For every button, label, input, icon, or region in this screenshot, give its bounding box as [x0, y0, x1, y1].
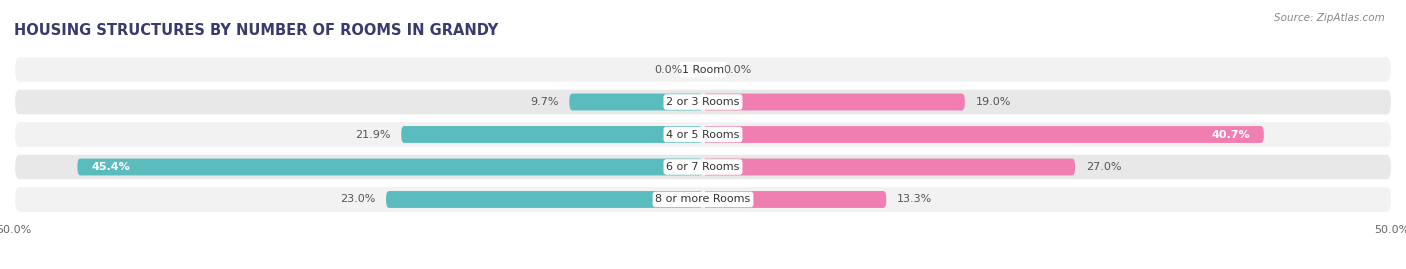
Text: 6 or 7 Rooms: 6 or 7 Rooms: [666, 162, 740, 172]
FancyBboxPatch shape: [77, 158, 703, 175]
Text: 0.0%: 0.0%: [654, 65, 682, 75]
FancyBboxPatch shape: [703, 191, 886, 208]
Text: 4 or 5 Rooms: 4 or 5 Rooms: [666, 129, 740, 140]
Text: HOUSING STRUCTURES BY NUMBER OF ROOMS IN GRANDY: HOUSING STRUCTURES BY NUMBER OF ROOMS IN…: [14, 23, 498, 38]
FancyBboxPatch shape: [387, 191, 703, 208]
Text: 23.0%: 23.0%: [340, 194, 375, 204]
Text: 8 or more Rooms: 8 or more Rooms: [655, 194, 751, 204]
FancyBboxPatch shape: [703, 94, 965, 111]
FancyBboxPatch shape: [14, 89, 1392, 115]
FancyBboxPatch shape: [569, 94, 703, 111]
Text: 19.0%: 19.0%: [976, 97, 1011, 107]
Text: 0.0%: 0.0%: [724, 65, 752, 75]
Text: 2 or 3 Rooms: 2 or 3 Rooms: [666, 97, 740, 107]
Text: 13.3%: 13.3%: [897, 194, 932, 204]
Text: 27.0%: 27.0%: [1085, 162, 1122, 172]
FancyBboxPatch shape: [14, 121, 1392, 148]
Text: 45.4%: 45.4%: [91, 162, 129, 172]
Text: Source: ZipAtlas.com: Source: ZipAtlas.com: [1274, 13, 1385, 23]
Text: 40.7%: 40.7%: [1212, 129, 1250, 140]
FancyBboxPatch shape: [14, 154, 1392, 180]
FancyBboxPatch shape: [703, 158, 1076, 175]
Text: 9.7%: 9.7%: [530, 97, 558, 107]
Text: 21.9%: 21.9%: [354, 129, 391, 140]
Text: 1 Room: 1 Room: [682, 65, 724, 75]
FancyBboxPatch shape: [703, 126, 1264, 143]
FancyBboxPatch shape: [14, 56, 1392, 83]
FancyBboxPatch shape: [14, 186, 1392, 213]
FancyBboxPatch shape: [401, 126, 703, 143]
